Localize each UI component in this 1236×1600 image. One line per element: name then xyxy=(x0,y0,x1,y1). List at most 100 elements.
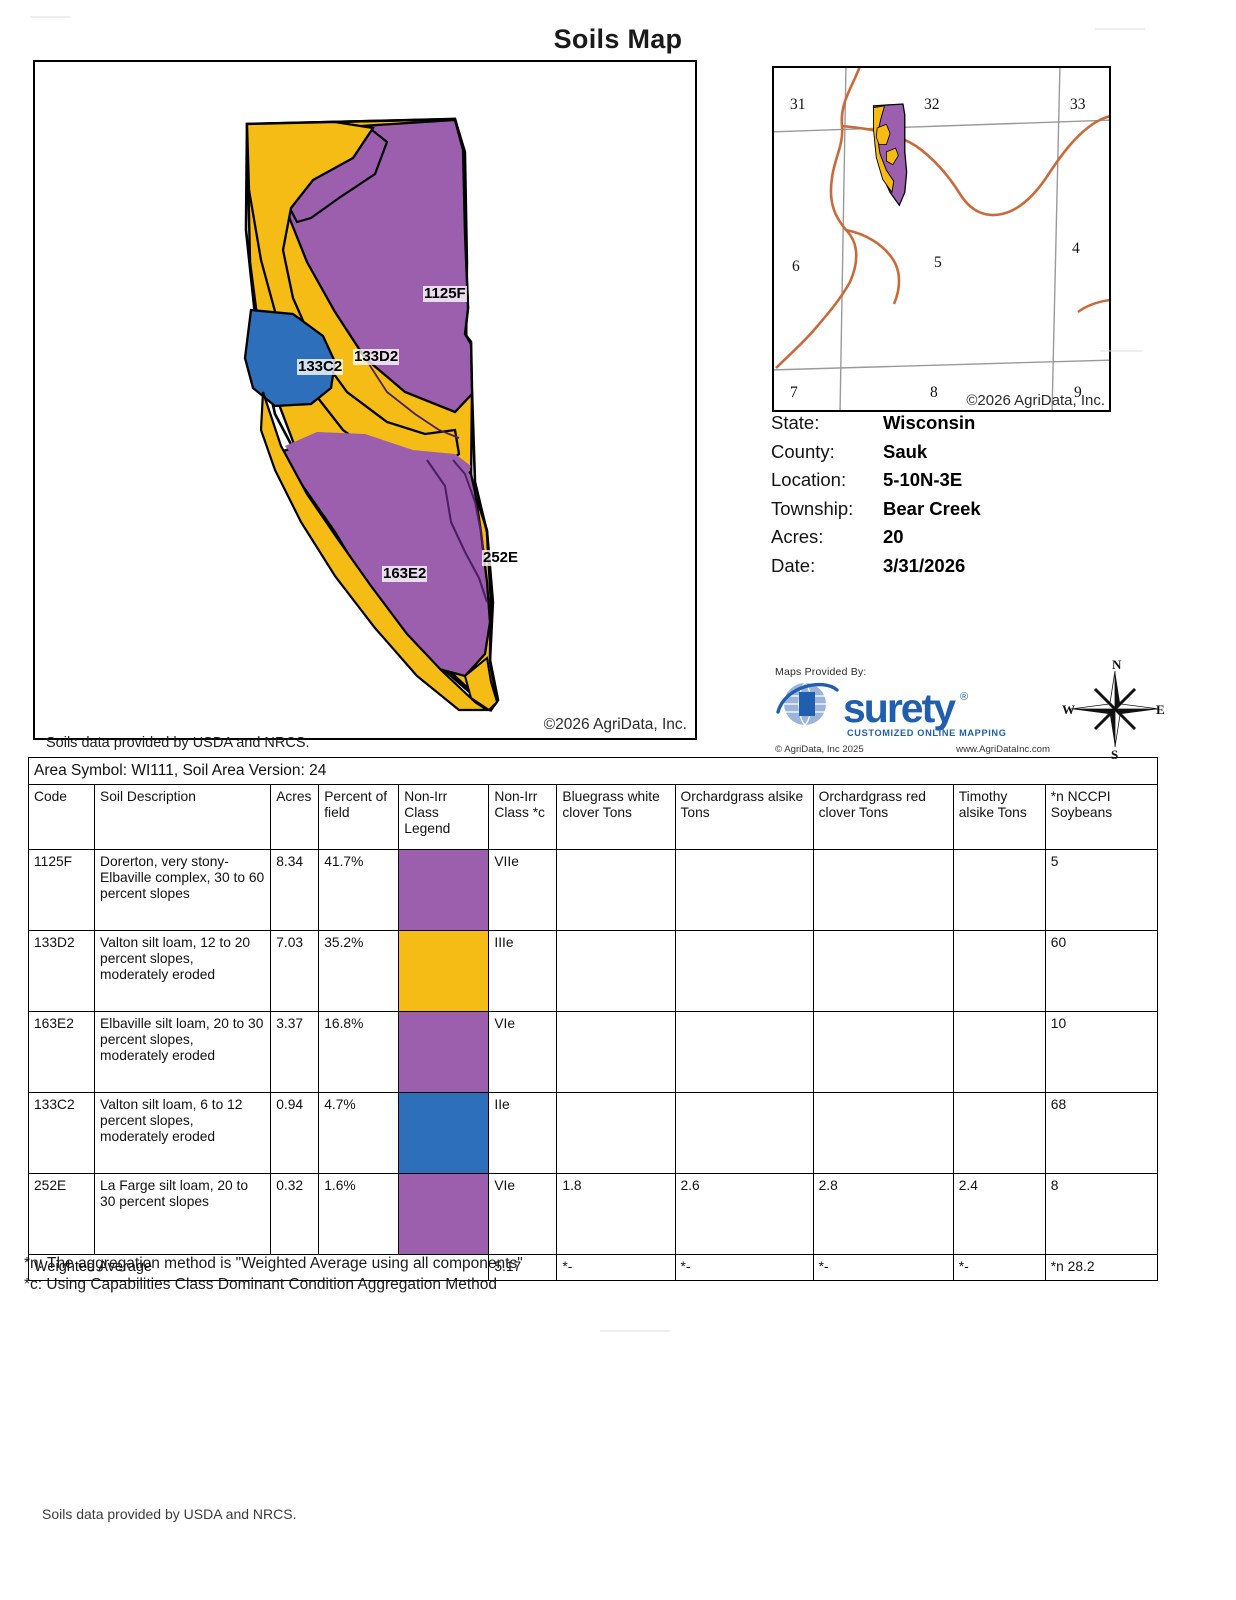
cell-timothy: 2.4 xyxy=(952,1173,1046,1256)
header-percent-of-field: Percent of field xyxy=(318,784,400,851)
cell-orchardgrass-alsike: 2.6 xyxy=(674,1173,814,1256)
surety-tagline: CUSTOMIZED ONLINE MAPPING xyxy=(847,728,1007,738)
table-row[interactable]: 133D2 Valton silt loam, 12 to 20 percent… xyxy=(27,930,1159,1013)
cell-orchardgrass-alsike xyxy=(674,1011,814,1094)
footnote-n: *n: The aggregation method is "Weighted … xyxy=(24,1255,523,1272)
legend-color-swatch xyxy=(399,931,489,1012)
cell-bluegrass xyxy=(556,1092,676,1175)
table-weighted-average-row: Weighted Average 5.17 *- *- *- *- *n 28.… xyxy=(27,1254,1159,1282)
cell-orchardgrass-alsike xyxy=(674,930,814,1013)
cell-bluegrass xyxy=(556,1011,676,1094)
section-number-6: 6 xyxy=(792,258,800,275)
info-value-county: Sauk xyxy=(883,440,928,462)
table-row[interactable]: 1125F Dorerton, very stony-Elbaville com… xyxy=(27,849,1159,932)
cell-percent: 41.7% xyxy=(318,849,400,932)
soils-map-polygons xyxy=(243,117,500,712)
info-value-date: 3/31/2026 xyxy=(883,554,966,576)
soils-map-canvas[interactable]: 1125F 133D2 133C2 163E2 252E ©2026 AgriD… xyxy=(33,60,697,740)
cell-legend-swatch xyxy=(398,1173,490,1256)
header-non-irr-class-legend: Non-Irr Class Legend xyxy=(398,784,490,851)
area-symbol-cell: Area Symbol: WI111, Soil Area Version: 2… xyxy=(28,756,1158,786)
table-footnotes: *n: The aggregation method is "Weighted … xyxy=(24,1254,523,1295)
section-number-32: 32 xyxy=(924,96,940,113)
cell-legend-swatch xyxy=(398,849,490,932)
section-map-graphics xyxy=(774,68,1109,410)
cell-code: 163E2 xyxy=(27,1011,96,1094)
header-non-irr-class: Non-Irr Class *c xyxy=(488,784,558,851)
header-acres: Acres xyxy=(270,784,320,851)
cell-percent: 4.7% xyxy=(318,1092,400,1175)
cell-bluegrass xyxy=(556,930,676,1013)
cell-orchardgrass-red: 2.8 xyxy=(812,1173,954,1256)
table-row[interactable]: 133C2 Valton silt loam, 6 to 12 percent … xyxy=(27,1092,1159,1175)
compass-east-label: E xyxy=(1156,702,1165,717)
cell-code: 1125F xyxy=(27,849,96,932)
surety-logo-block[interactable]: Maps Provided By: surety ® CUSTOMIZED ON… xyxy=(775,666,1050,755)
section-number-33: 33 xyxy=(1070,96,1086,113)
cell-legend-swatch xyxy=(398,1011,490,1094)
cell-timothy xyxy=(952,1011,1046,1094)
cell-acres: 0.94 xyxy=(270,1092,320,1175)
header-nccpi-soybeans: *n NCCPI Soybeans xyxy=(1044,784,1159,851)
agridata-website[interactable]: www.AgriDataInc.com xyxy=(956,744,1050,755)
weighted-average-orchardgrass-alsike: *- xyxy=(674,1254,814,1282)
parcel-info-block: State: Wisconsin County: Sauk Location: … xyxy=(771,412,1151,583)
table-header-row: Code Soil Description Acres Percent of f… xyxy=(27,784,1159,851)
map-copyright: ©2026 AgriData, Inc. xyxy=(543,716,687,733)
cell-code: 133C2 xyxy=(27,1092,96,1175)
cell-acres: 3.37 xyxy=(270,1011,320,1094)
legend-color-swatch xyxy=(399,1093,489,1174)
cell-timothy xyxy=(952,930,1046,1013)
header-bluegrass-white-clover: Bluegrass white clover Tons xyxy=(556,784,676,851)
info-value-location: 5-10N-3E xyxy=(883,469,963,490)
scan-artifact xyxy=(1100,350,1142,352)
cell-non-irr-class: VIIe xyxy=(488,849,558,932)
cell-description: Elbaville silt loam, 20 to 30 percent sl… xyxy=(94,1011,272,1094)
weighted-average-orchardgrass-red: *- xyxy=(812,1254,954,1282)
legend-color-swatch xyxy=(399,1174,489,1255)
soils-data-credit-top: Soils data provided by USDA and NRCS. xyxy=(46,735,310,751)
cell-description: Dorerton, very stony-Elbaville complex, … xyxy=(94,849,272,932)
map-label-133D2: 133D2 xyxy=(353,348,400,365)
legend-color-swatch xyxy=(399,1012,489,1093)
cell-orchardgrass-red xyxy=(812,1011,954,1094)
registered-trademark-icon: ® xyxy=(959,690,968,703)
table-row[interactable]: 252E La Farge silt loam, 20 to 30 percen… xyxy=(27,1173,1159,1256)
cell-code: 133D2 xyxy=(27,930,96,1013)
cell-orchardgrass-alsike xyxy=(674,1092,814,1175)
cell-timothy xyxy=(952,849,1046,932)
header-timothy-alsike: Timothy alsike Tons xyxy=(952,784,1046,851)
cell-description: Valton silt loam, 12 to 20 percent slope… xyxy=(94,930,272,1013)
map-label-163E2: 163E2 xyxy=(382,565,428,582)
soils-table-container: Area Symbol: WI111, Soil Area Version: 2… xyxy=(27,756,1159,1282)
compass-north-label: N xyxy=(1112,657,1122,672)
map-label-1125F: 1125F xyxy=(423,285,467,302)
info-value-acres: 20 xyxy=(883,526,904,547)
cell-orchardgrass-red xyxy=(812,930,954,1013)
cell-nccpi: 10 xyxy=(1044,1011,1159,1094)
section-locator-map[interactable]: 31 32 33 6 5 4 7 8 9 ©2026 AgriData, Inc… xyxy=(772,66,1111,412)
cell-legend-swatch xyxy=(398,1092,490,1175)
cell-acres: 0.32 xyxy=(270,1173,320,1256)
info-row-location: Location: 5-10N-3E xyxy=(771,469,1151,498)
info-row-date: Date: 3/31/2026 xyxy=(771,555,1151,584)
cell-non-irr-class: IIIe xyxy=(488,930,558,1013)
section-number-7: 7 xyxy=(790,384,798,401)
agridata-copyright: © AgriData, Inc 2025 xyxy=(775,744,864,755)
cell-percent: 16.8% xyxy=(318,1011,400,1094)
cell-non-irr-class: VIe xyxy=(488,1011,558,1094)
page-title: Soils Map xyxy=(553,24,683,54)
cell-orchardgrass-red xyxy=(812,849,954,932)
maps-provided-by-label: Maps Provided By: xyxy=(775,666,867,678)
table-row[interactable]: 163E2 Elbaville silt loam, 20 to 30 perc… xyxy=(27,1011,1159,1094)
info-label-location: Location: xyxy=(771,469,847,490)
info-label-county: County: xyxy=(771,440,835,462)
cell-bluegrass xyxy=(556,849,676,932)
cell-nccpi: 8 xyxy=(1044,1173,1159,1256)
surety-logo-row: surety ® xyxy=(775,680,1045,728)
scan-artifact xyxy=(1095,28,1145,30)
info-label-township: Township: xyxy=(771,497,854,519)
cell-non-irr-class: IIe xyxy=(488,1092,558,1175)
section-number-31: 31 xyxy=(790,96,806,113)
info-value-township: Bear Creek xyxy=(883,497,981,519)
